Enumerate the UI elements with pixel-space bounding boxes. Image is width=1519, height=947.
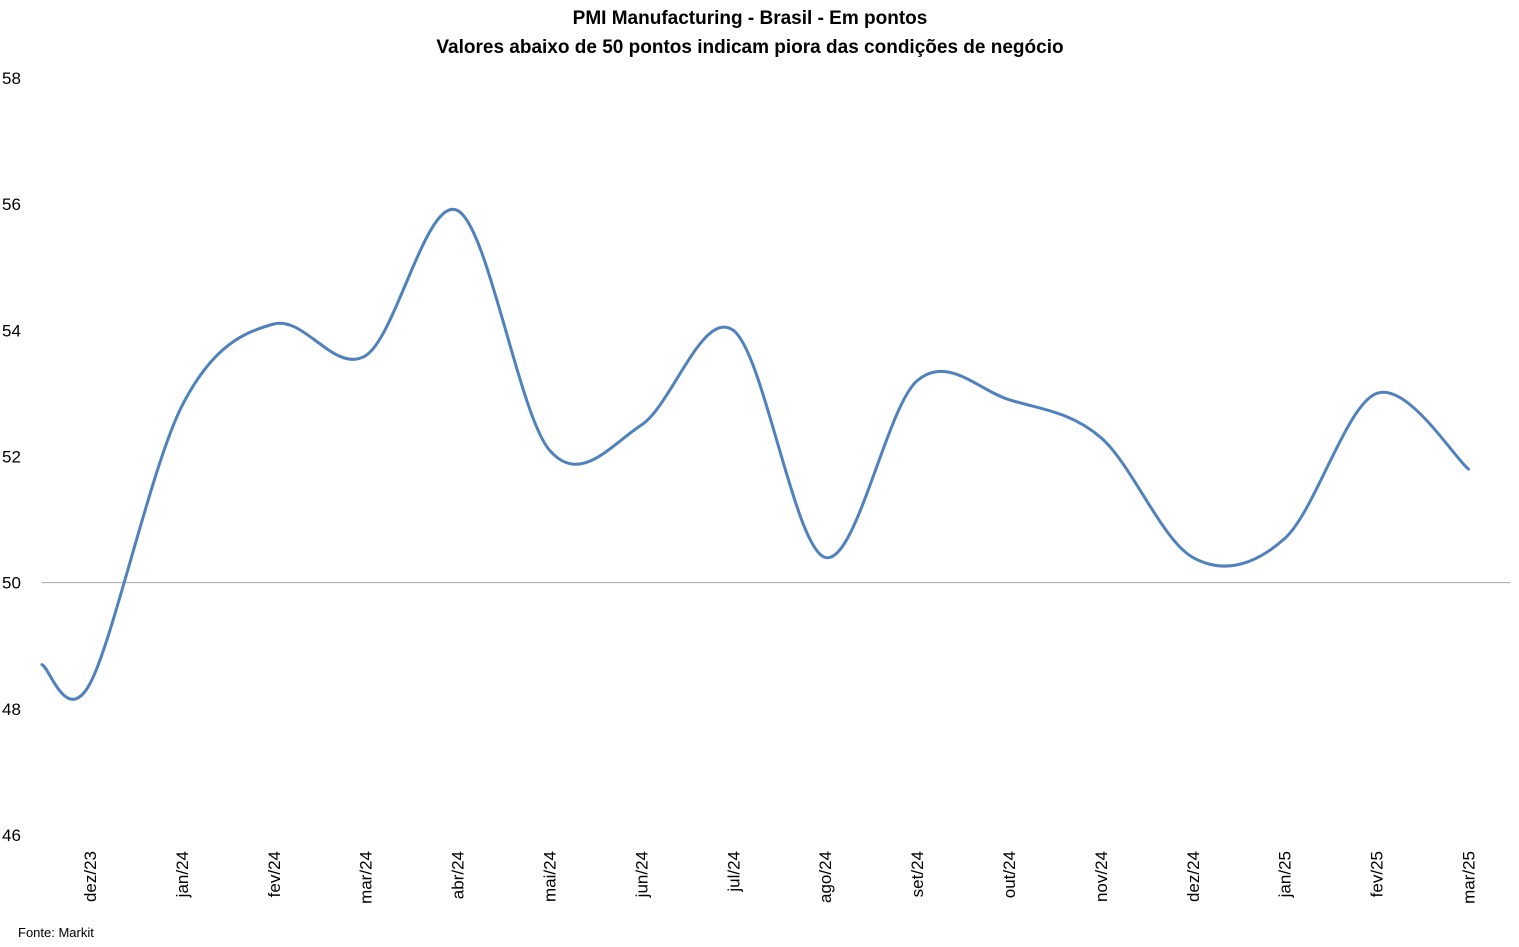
- x-tick-label: dez/24: [1184, 851, 1203, 902]
- source-note: Fonte: Markit: [18, 925, 94, 940]
- x-tick-label: jan/24: [173, 851, 192, 898]
- data-point: [823, 555, 827, 559]
- y-tick-label: 54: [2, 321, 21, 340]
- x-tick-label: jul/24: [724, 851, 743, 893]
- data-point: [364, 354, 368, 358]
- data-point: [40, 663, 44, 667]
- data-point: [731, 328, 735, 332]
- data-point: [548, 448, 552, 452]
- y-tick-label: 46: [2, 826, 21, 845]
- y-tick-label: 56: [2, 195, 21, 214]
- x-tick-label: dez/23: [81, 851, 100, 902]
- x-tick-label: fev/25: [1368, 851, 1387, 897]
- data-point: [1283, 537, 1287, 541]
- data-point: [1467, 467, 1471, 471]
- x-tick-label: fev/24: [265, 851, 284, 897]
- y-tick-label: 52: [2, 448, 21, 467]
- data-point: [1007, 398, 1011, 402]
- y-tick-label: 50: [2, 574, 21, 593]
- plot-area: [40, 207, 1471, 701]
- chart-subtitle: Valores abaixo de 50 pontos indicam pior…: [436, 37, 1063, 58]
- x-tick-label: mar/24: [357, 851, 376, 904]
- data-point: [915, 379, 919, 383]
- x-tick-label: ago/24: [816, 851, 835, 903]
- x-tick-label: abr/24: [449, 851, 468, 899]
- series-line-pmi: [40, 207, 1470, 701]
- data-point: [272, 322, 276, 326]
- x-tick-label: mar/25: [1460, 851, 1479, 904]
- data-point: [456, 209, 460, 213]
- x-axis: dez/23 jan/24 fev/24 mar/24 abr/24 mai/24 jun/…: [81, 851, 1479, 904]
- data-point: [639, 423, 643, 427]
- x-tick-label: out/24: [1000, 851, 1019, 898]
- y-axis: 46 48 50 52 54 56 58: [2, 69, 21, 845]
- y-tick-label: 48: [2, 700, 21, 719]
- data-point: [1191, 555, 1195, 559]
- data-point: [180, 404, 184, 408]
- chart-title: PMI Manufacturing - Brasil - Em pontos: [573, 8, 928, 29]
- x-tick-label: set/24: [908, 851, 927, 897]
- x-tick-label: mai/24: [541, 851, 560, 902]
- data-point: [88, 682, 92, 686]
- x-tick-label: jan/25: [1276, 851, 1295, 898]
- data-point: [1375, 391, 1379, 395]
- y-tick-label: 58: [2, 69, 21, 88]
- data-point: [1099, 436, 1103, 440]
- x-tick-label: nov/24: [1092, 851, 1111, 902]
- x-tick-label: jun/24: [632, 851, 651, 898]
